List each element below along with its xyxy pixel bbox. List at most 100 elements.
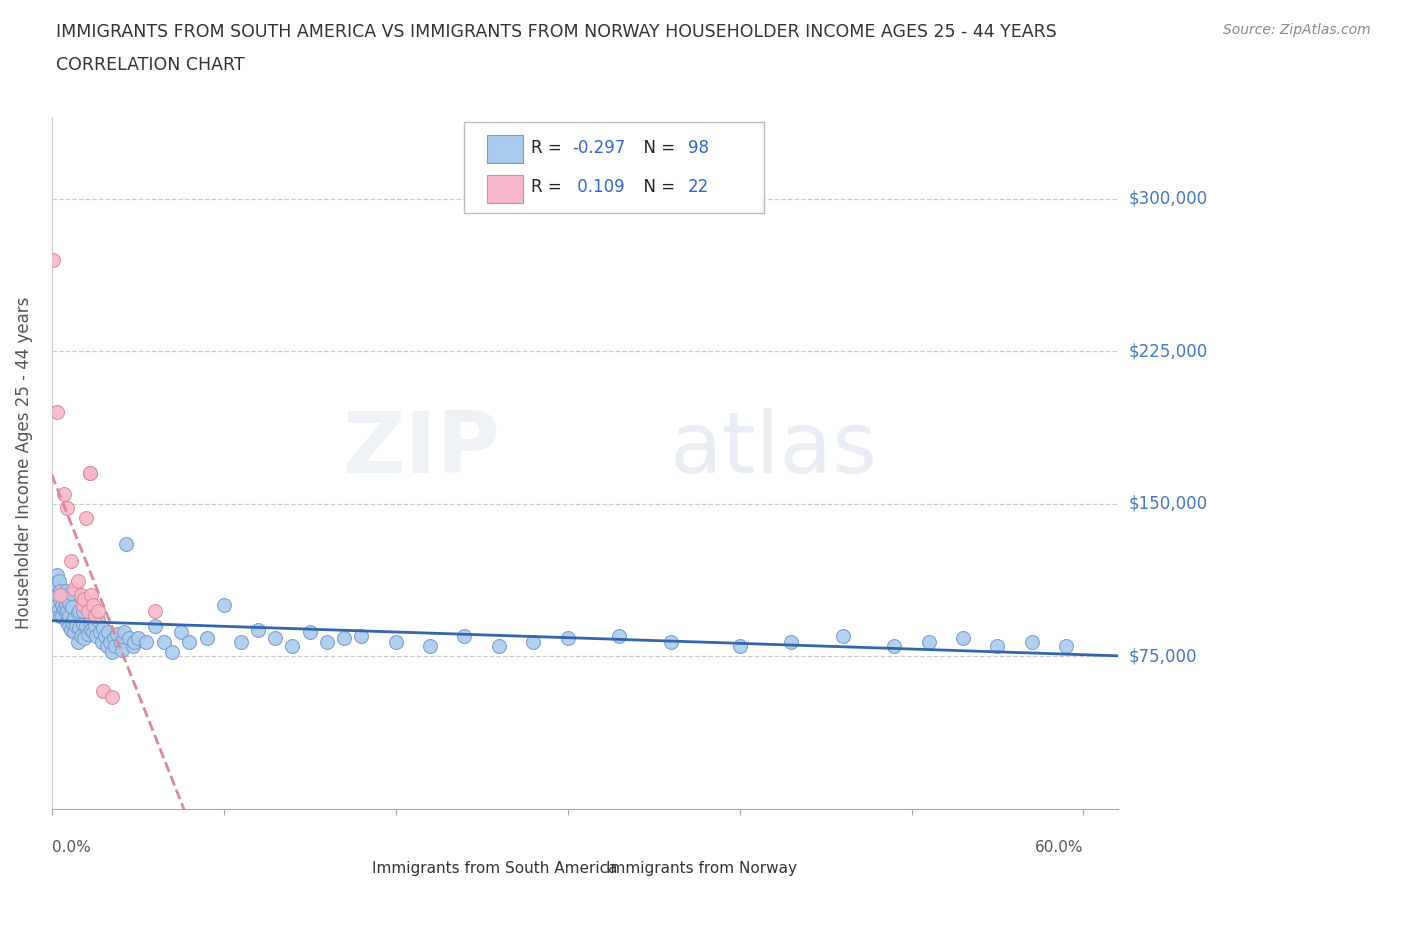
Point — [118, 631, 141, 645]
Point — [97, 624, 120, 639]
Point — [48, 574, 70, 589]
Point — [212, 598, 235, 613]
Point — [384, 634, 406, 649]
Point — [143, 618, 166, 633]
Text: $300,000: $300,000 — [1129, 190, 1208, 207]
Point — [103, 631, 125, 645]
Point — [60, 600, 83, 615]
Point — [42, 578, 65, 592]
Point — [70, 629, 93, 644]
Point — [105, 627, 128, 642]
Point — [89, 624, 111, 639]
Point — [453, 629, 475, 644]
Point — [160, 644, 183, 659]
Point — [83, 618, 105, 633]
Point — [488, 639, 510, 654]
Point — [96, 639, 118, 654]
Text: 0.109: 0.109 — [572, 179, 624, 196]
Point — [247, 622, 270, 637]
Point — [87, 612, 110, 627]
Point — [65, 618, 87, 633]
FancyBboxPatch shape — [486, 175, 523, 203]
Point — [86, 629, 108, 644]
Point — [264, 631, 287, 645]
Point — [419, 639, 441, 654]
Point — [56, 604, 79, 618]
Text: CORRELATION CHART: CORRELATION CHART — [56, 56, 245, 73]
Point — [918, 634, 941, 649]
Point — [67, 620, 90, 635]
Point — [728, 639, 751, 654]
Point — [986, 639, 1008, 654]
Point — [75, 511, 97, 525]
Point — [42, 252, 65, 267]
Text: N =: N = — [633, 139, 681, 156]
Point — [179, 634, 201, 649]
Point — [45, 588, 67, 603]
Point — [59, 553, 82, 568]
Point — [152, 634, 174, 649]
Point — [121, 639, 143, 654]
Point — [72, 617, 94, 631]
Point — [49, 594, 72, 609]
Point — [72, 604, 94, 618]
Point — [75, 618, 97, 633]
Text: R =: R = — [531, 139, 568, 156]
Point — [59, 622, 82, 637]
Text: $225,000: $225,000 — [1129, 342, 1208, 360]
Point — [66, 574, 89, 589]
Point — [170, 624, 193, 639]
Point — [110, 634, 132, 649]
Point — [98, 634, 121, 649]
Point — [72, 598, 94, 613]
Point — [80, 622, 103, 637]
Point — [82, 598, 104, 613]
Y-axis label: Householder Income Ages 25 - 44 years: Householder Income Ages 25 - 44 years — [15, 297, 32, 630]
Point — [281, 639, 304, 654]
Text: IMMIGRANTS FROM SOUTH AMERICA VS IMMIGRANTS FROM NORWAY HOUSEHOLDER INCOME AGES : IMMIGRANTS FROM SOUTH AMERICA VS IMMIGRA… — [56, 23, 1057, 41]
Text: -0.297: -0.297 — [572, 139, 626, 156]
Point — [83, 608, 105, 623]
Point — [90, 634, 112, 649]
Point — [56, 614, 79, 629]
Point — [63, 610, 86, 625]
Text: 22: 22 — [688, 179, 710, 196]
Point — [80, 610, 103, 625]
Point — [112, 624, 135, 639]
Point — [104, 639, 127, 654]
Point — [55, 584, 77, 599]
Point — [94, 629, 117, 644]
Point — [56, 500, 79, 515]
Point — [66, 606, 89, 621]
Point — [49, 588, 72, 603]
Point — [51, 598, 73, 613]
FancyBboxPatch shape — [464, 122, 763, 213]
Point — [73, 631, 96, 645]
Point — [79, 466, 101, 481]
Point — [66, 634, 89, 649]
Text: $75,000: $75,000 — [1129, 647, 1198, 665]
Point — [80, 588, 103, 603]
Point — [607, 629, 630, 644]
Text: 60.0%: 60.0% — [1035, 840, 1084, 855]
Point — [229, 634, 252, 649]
Point — [52, 602, 75, 617]
Point — [557, 631, 579, 645]
Point — [1054, 639, 1077, 654]
Point — [91, 684, 114, 698]
Point — [51, 588, 73, 603]
Point — [114, 537, 136, 551]
Point — [522, 634, 544, 649]
Point — [87, 604, 110, 618]
Point — [59, 586, 82, 601]
Point — [831, 629, 853, 644]
Point — [60, 614, 83, 629]
Point — [45, 405, 67, 419]
FancyBboxPatch shape — [332, 856, 366, 882]
Point — [82, 624, 104, 639]
Point — [350, 629, 373, 644]
Point — [91, 620, 114, 635]
Point — [79, 466, 101, 481]
Point — [101, 644, 124, 659]
Point — [55, 606, 77, 621]
